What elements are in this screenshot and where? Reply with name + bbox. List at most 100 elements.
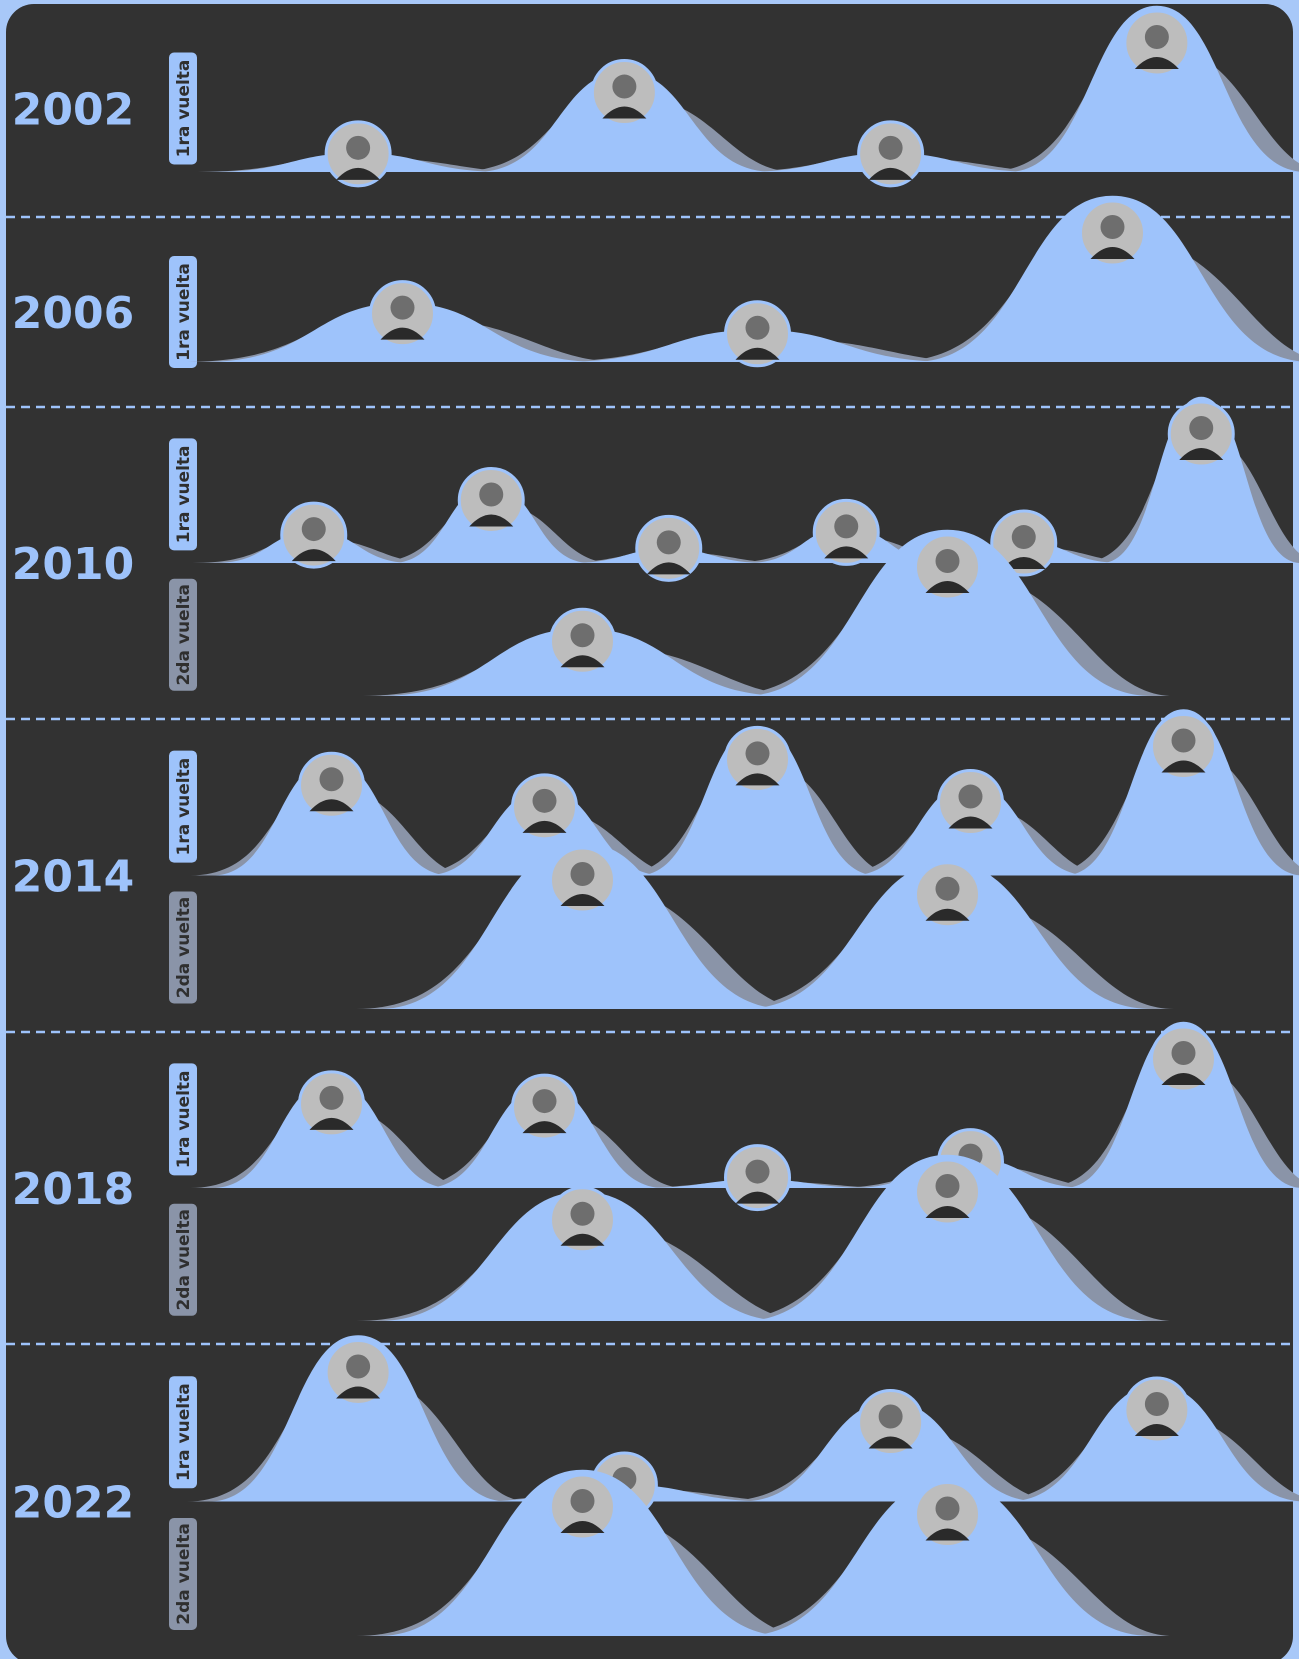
portrait-head (319, 767, 344, 792)
year-label: 2022 (12, 1478, 134, 1529)
portrait-body (1134, 57, 1179, 69)
round-label: 1ra vuelta (174, 60, 194, 158)
portrait-body (522, 820, 567, 833)
year-label: 2002 (12, 85, 134, 136)
mountain (743, 862, 1152, 1009)
year-label: 2010 (12, 539, 134, 590)
portrait-body (309, 1117, 354, 1130)
portrait-body (824, 546, 869, 559)
year-label: 2006 (12, 288, 134, 339)
pill-bg (169, 52, 197, 165)
portrait-head (612, 74, 637, 99)
portrait-body (560, 1521, 605, 1533)
mountain (743, 1479, 1152, 1636)
round-label: 2da vuelta (174, 1209, 194, 1311)
mountain (1064, 709, 1299, 876)
portrait-head (532, 788, 557, 813)
portrait-head (1100, 215, 1125, 239)
year-label: 2018 (12, 1164, 134, 1215)
year-label: 2014 (12, 852, 134, 903)
mountain (743, 529, 1152, 696)
pill-bg (169, 1517, 197, 1630)
portrait-head (570, 862, 595, 886)
portrait-head (346, 1354, 371, 1379)
portrait-head (1011, 525, 1036, 550)
portrait-body (925, 581, 970, 593)
pill-bg (169, 750, 197, 863)
portrait-body (336, 1386, 381, 1399)
portrait-body (948, 816, 993, 829)
portrait-body (380, 327, 425, 340)
portrait-head (570, 1489, 595, 1513)
round-pill: 1ra vuelta (169, 256, 197, 368)
pill-bg (169, 891, 197, 1004)
pill-bg (169, 438, 197, 551)
portrait-head (570, 623, 595, 648)
portrait-body (469, 514, 514, 527)
mountain (209, 1335, 508, 1502)
portrait-head (745, 315, 770, 340)
portrait-body (646, 562, 691, 575)
mountain (913, 195, 1299, 362)
round-label: 2da vuelta (174, 897, 194, 999)
round-pill: 1ra vuelta (169, 1376, 197, 1489)
mountain (743, 1154, 1152, 1321)
portrait-body (925, 1528, 970, 1541)
portrait-head (834, 514, 859, 539)
portrait-head (958, 784, 983, 809)
round-pill: 2da vuelta (169, 578, 197, 691)
portrait-body (735, 1191, 780, 1204)
portrait-head (935, 549, 960, 573)
mountain (1101, 396, 1299, 563)
portrait-head (319, 1085, 344, 1110)
round-pill: 2da vuelta (169, 1203, 197, 1316)
pill-bg (169, 1203, 197, 1316)
portrait-body (336, 167, 381, 180)
mountain (1007, 5, 1299, 172)
portrait-head (1171, 728, 1196, 753)
portrait-body (925, 1206, 970, 1218)
portrait-head (878, 1404, 903, 1429)
portrait-head (1189, 416, 1214, 440)
mountain (378, 1191, 787, 1321)
round-pill: 2da vuelta (169, 1517, 197, 1630)
portrait-head (570, 1201, 595, 1226)
mountain (378, 1469, 787, 1636)
portrait-head (935, 1496, 960, 1521)
portrait-body (868, 167, 913, 180)
portrait-head (745, 741, 770, 766)
portrait-body (1001, 557, 1046, 570)
portrait-body (735, 773, 780, 786)
round-label: 1ra vuelta (174, 1383, 194, 1481)
round-label: 2da vuelta (174, 1523, 194, 1625)
portrait-body (1179, 448, 1224, 460)
portrait-head (1171, 1041, 1196, 1065)
portrait-head (346, 135, 371, 160)
portrait-body (560, 1233, 605, 1246)
round-label: 1ra vuelta (174, 758, 194, 856)
portrait-body (522, 1121, 567, 1134)
round-pill: 1ra vuelta (169, 750, 197, 863)
round-pill: 1ra vuelta (169, 52, 197, 165)
portrait-body (560, 894, 605, 906)
portrait-body (309, 799, 354, 812)
pill-bg (169, 578, 197, 691)
mountain (1064, 1021, 1299, 1188)
portrait-head (301, 517, 326, 542)
portrait-body (925, 908, 970, 921)
portrait-body (868, 1436, 913, 1449)
portrait-body (1090, 247, 1135, 259)
pill-bg (169, 1376, 197, 1489)
portrait-head (745, 1159, 770, 1184)
portrait-body (291, 549, 336, 562)
round-label: 1ra vuelta (174, 445, 194, 543)
portrait-head (390, 295, 415, 320)
portrait-head (935, 1174, 960, 1198)
portrait-head (532, 1089, 557, 1114)
portrait-head (1144, 1392, 1169, 1416)
portrait-body (560, 655, 605, 668)
portrait-body (1161, 760, 1206, 773)
portrait-head (479, 482, 504, 507)
portrait-head (935, 876, 960, 901)
